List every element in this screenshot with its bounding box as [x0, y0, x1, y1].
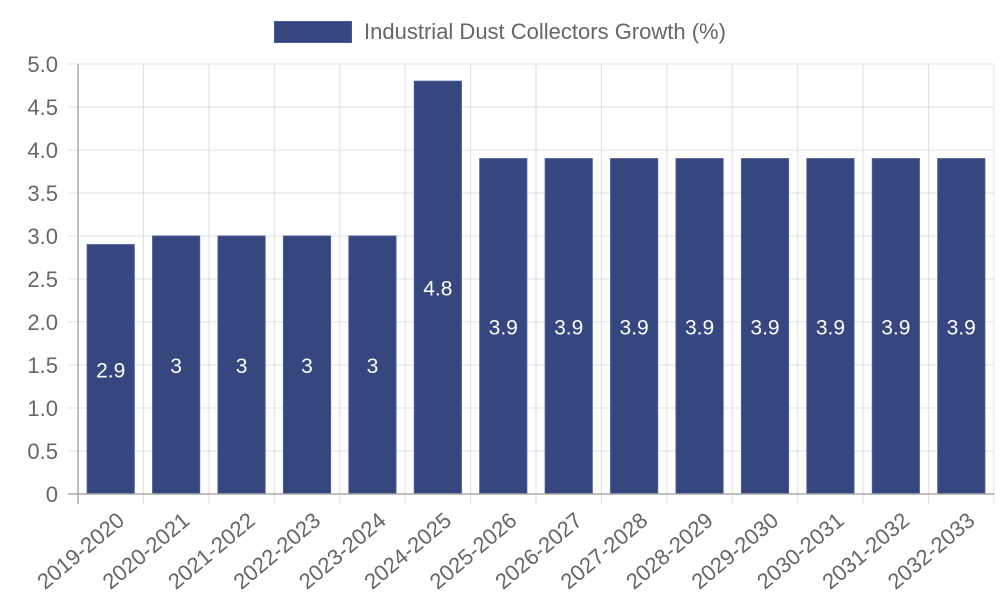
legend-label: Industrial Dust Collectors Growth (%)	[364, 19, 726, 44]
bar[interactable]	[86, 244, 135, 495]
chart-legend[interactable]: Industrial Dust Collectors Growth (%)	[0, 18, 1000, 46]
bar[interactable]	[413, 80, 462, 495]
bars: 2.9 3 3 3 3 4.8 3.9 3.9 3.9 3.9 3.9 3.9 3.9 3.9	[86, 80, 986, 495]
y-tick-label: 1.5	[27, 353, 58, 378]
bar[interactable]	[544, 158, 593, 495]
bar-value-label: 3.9	[881, 316, 910, 339]
legend-swatch	[274, 21, 353, 43]
bar[interactable]	[282, 235, 332, 495]
bar[interactable]	[740, 158, 790, 495]
bar-value-label: 3.9	[685, 316, 714, 339]
y-tick-label: 0	[46, 482, 58, 507]
bar-value-label: 3	[236, 355, 248, 378]
bar[interactable]	[348, 235, 397, 495]
y-tick-label: 1.0	[27, 396, 58, 421]
bar-value-label: 3.9	[947, 316, 976, 339]
y-tick-label: 3.0	[27, 224, 58, 249]
bar-value-label: 3	[170, 355, 182, 378]
bar-value-label: 3.9	[750, 316, 779, 339]
y-tick-label: 4.0	[27, 138, 58, 163]
y-tick-label: 2.5	[27, 267, 58, 292]
x-axis-ticks: 2019-20202020-20212021-20222022-20232023…	[32, 507, 979, 594]
bar-value-label: 2.9	[96, 359, 125, 382]
axes	[68, 64, 994, 504]
bar-value-label: 3.9	[816, 316, 845, 339]
y-tick-label: 3.5	[27, 181, 58, 206]
bar[interactable]	[479, 158, 528, 495]
y-tick-label: 0.5	[27, 439, 58, 464]
grid-lines	[68, 63, 995, 504]
bar[interactable]	[152, 235, 201, 495]
y-axis-ticks: 0 0.5 1.0 1.5 2.0 2.5 3.0 3.5 4.0 4.5 5.0	[27, 52, 58, 507]
y-tick-label: 2.0	[27, 310, 58, 335]
bar[interactable]	[937, 158, 986, 495]
bar-value-label: 3	[367, 355, 379, 378]
y-tick-label: 5.0	[27, 52, 58, 77]
bar-value-label: 3.9	[620, 316, 649, 339]
y-tick-label: 4.5	[27, 95, 58, 120]
bar[interactable]	[675, 158, 724, 495]
bar[interactable]	[610, 158, 659, 495]
bar-value-label: 4.8	[423, 278, 452, 301]
bar[interactable]	[806, 158, 855, 495]
bar-value-label: 3	[301, 355, 313, 378]
bar-value-label: 3.9	[489, 316, 518, 339]
bar-value-label: 3.9	[554, 316, 583, 339]
